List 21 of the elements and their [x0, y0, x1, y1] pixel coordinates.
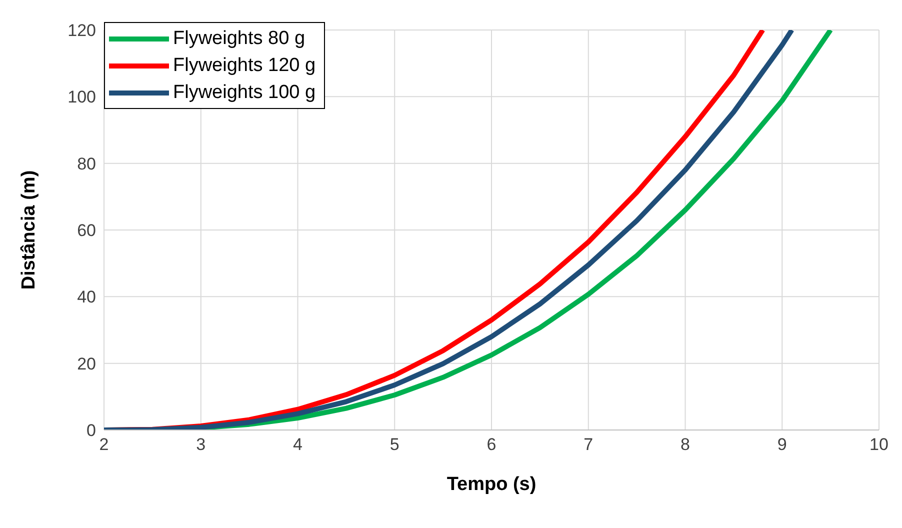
y-tick-label: 100: [68, 88, 96, 107]
x-tick-label: 4: [293, 435, 302, 454]
legend-label: Flyweights 120 g: [173, 54, 316, 78]
y-tick-label: 0: [86, 421, 96, 440]
y-tick-label: 120: [68, 21, 96, 40]
y-axis-title: Distância (m): [18, 170, 40, 290]
y-tick-label: 40: [77, 288, 96, 307]
x-tick-label: 5: [390, 435, 400, 454]
y-tick-label: 60: [77, 221, 96, 240]
x-axis-title: Tempo (s): [446, 474, 536, 495]
y-tick-label: 80: [77, 154, 96, 174]
legend-label: Flyweights 100 g: [173, 81, 316, 105]
y-tick-label: 20: [77, 354, 96, 374]
x-tick-label: 3: [196, 435, 206, 454]
x-tick-label: 6: [486, 435, 496, 454]
x-tick-label: 2: [99, 435, 109, 454]
x-tick-label: 8: [680, 435, 690, 454]
x-tick-label: 7: [584, 435, 594, 454]
x-tick-label: 10: [870, 435, 888, 454]
x-tick-label: 9: [777, 435, 787, 454]
legend-label: Flyweights 80 g: [173, 27, 306, 51]
